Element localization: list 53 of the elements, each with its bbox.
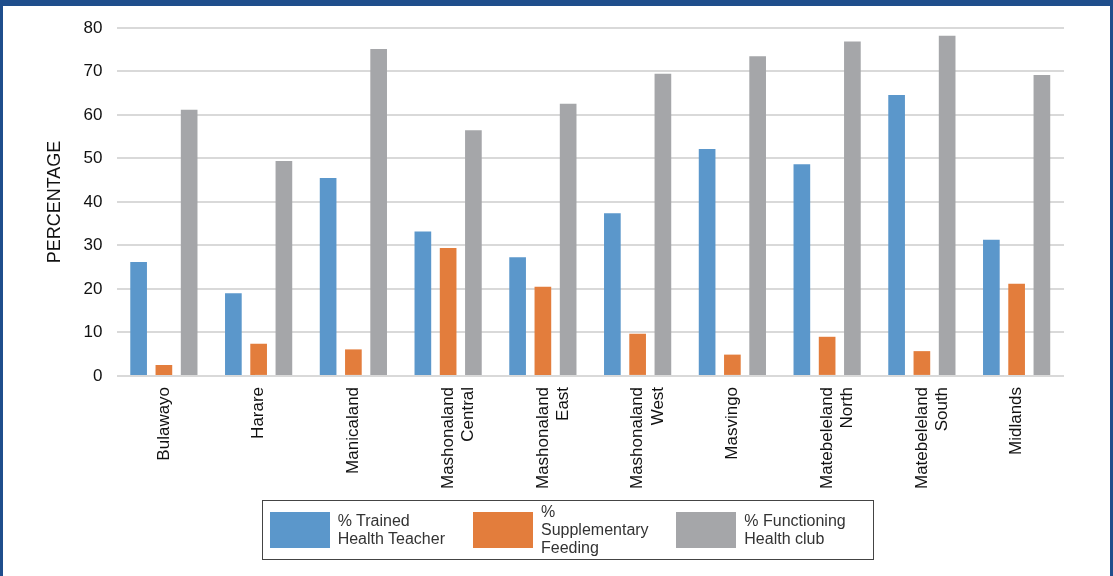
x-tick-label: Mashonaland Central bbox=[437, 386, 478, 489]
bar bbox=[250, 343, 267, 375]
y-tick-label: 40 bbox=[83, 191, 103, 211]
bar bbox=[888, 94, 905, 375]
bar bbox=[180, 109, 198, 375]
x-tick-label: Mashonaland West bbox=[627, 386, 667, 489]
x-tick-label: Harare bbox=[248, 386, 268, 439]
x-tick-label: Matebeleland North bbox=[816, 386, 857, 489]
bar bbox=[654, 73, 672, 375]
x-tick-label: Masvingo bbox=[722, 386, 742, 460]
y-tick-label: 60 bbox=[83, 104, 103, 124]
x-tick-label: Manicaland bbox=[343, 386, 363, 474]
bar bbox=[724, 354, 741, 375]
bar bbox=[130, 261, 147, 375]
y-tick-label: 30 bbox=[83, 235, 103, 255]
y-tick-label: 70 bbox=[83, 61, 103, 81]
bar bbox=[844, 41, 861, 375]
bar bbox=[698, 148, 716, 375]
bar bbox=[509, 257, 526, 375]
bar bbox=[938, 35, 956, 375]
bar bbox=[793, 164, 811, 375]
bar bbox=[818, 336, 836, 375]
bar bbox=[559, 103, 577, 375]
bar bbox=[629, 333, 646, 375]
bar bbox=[345, 349, 362, 375]
bar bbox=[155, 365, 173, 375]
x-tick-label: Matebeleland South bbox=[911, 386, 951, 489]
y-axis-title: PERCENTAGE bbox=[43, 140, 64, 264]
bar bbox=[1033, 74, 1051, 375]
bar bbox=[319, 178, 337, 375]
bar bbox=[913, 351, 931, 375]
x-tick-label: Bulawayo bbox=[153, 386, 173, 461]
bar bbox=[749, 56, 766, 375]
bar bbox=[1008, 283, 1025, 375]
y-tick-label: 50 bbox=[83, 148, 103, 168]
bar bbox=[604, 213, 621, 375]
bar bbox=[370, 48, 387, 375]
bar bbox=[439, 248, 457, 375]
bar bbox=[414, 231, 432, 375]
y-tick-label: 20 bbox=[83, 278, 103, 298]
bar bbox=[465, 130, 482, 375]
y-tick-label: 0 bbox=[93, 365, 103, 385]
bar bbox=[534, 286, 552, 375]
bar bbox=[983, 239, 1000, 375]
bar bbox=[225, 293, 242, 375]
x-tick-label: Midlands bbox=[1006, 386, 1026, 455]
x-tick-label: Mashonaland East bbox=[532, 386, 572, 489]
y-tick-label: 80 bbox=[83, 17, 103, 37]
legend-label: % Supplementary Feeding bbox=[540, 503, 650, 557]
bar bbox=[275, 161, 293, 375]
legend-label: % Functioning Health club bbox=[744, 512, 847, 548]
y-tick-label: 10 bbox=[83, 322, 103, 342]
legend-label: % Trained Health Teacher bbox=[337, 512, 446, 548]
